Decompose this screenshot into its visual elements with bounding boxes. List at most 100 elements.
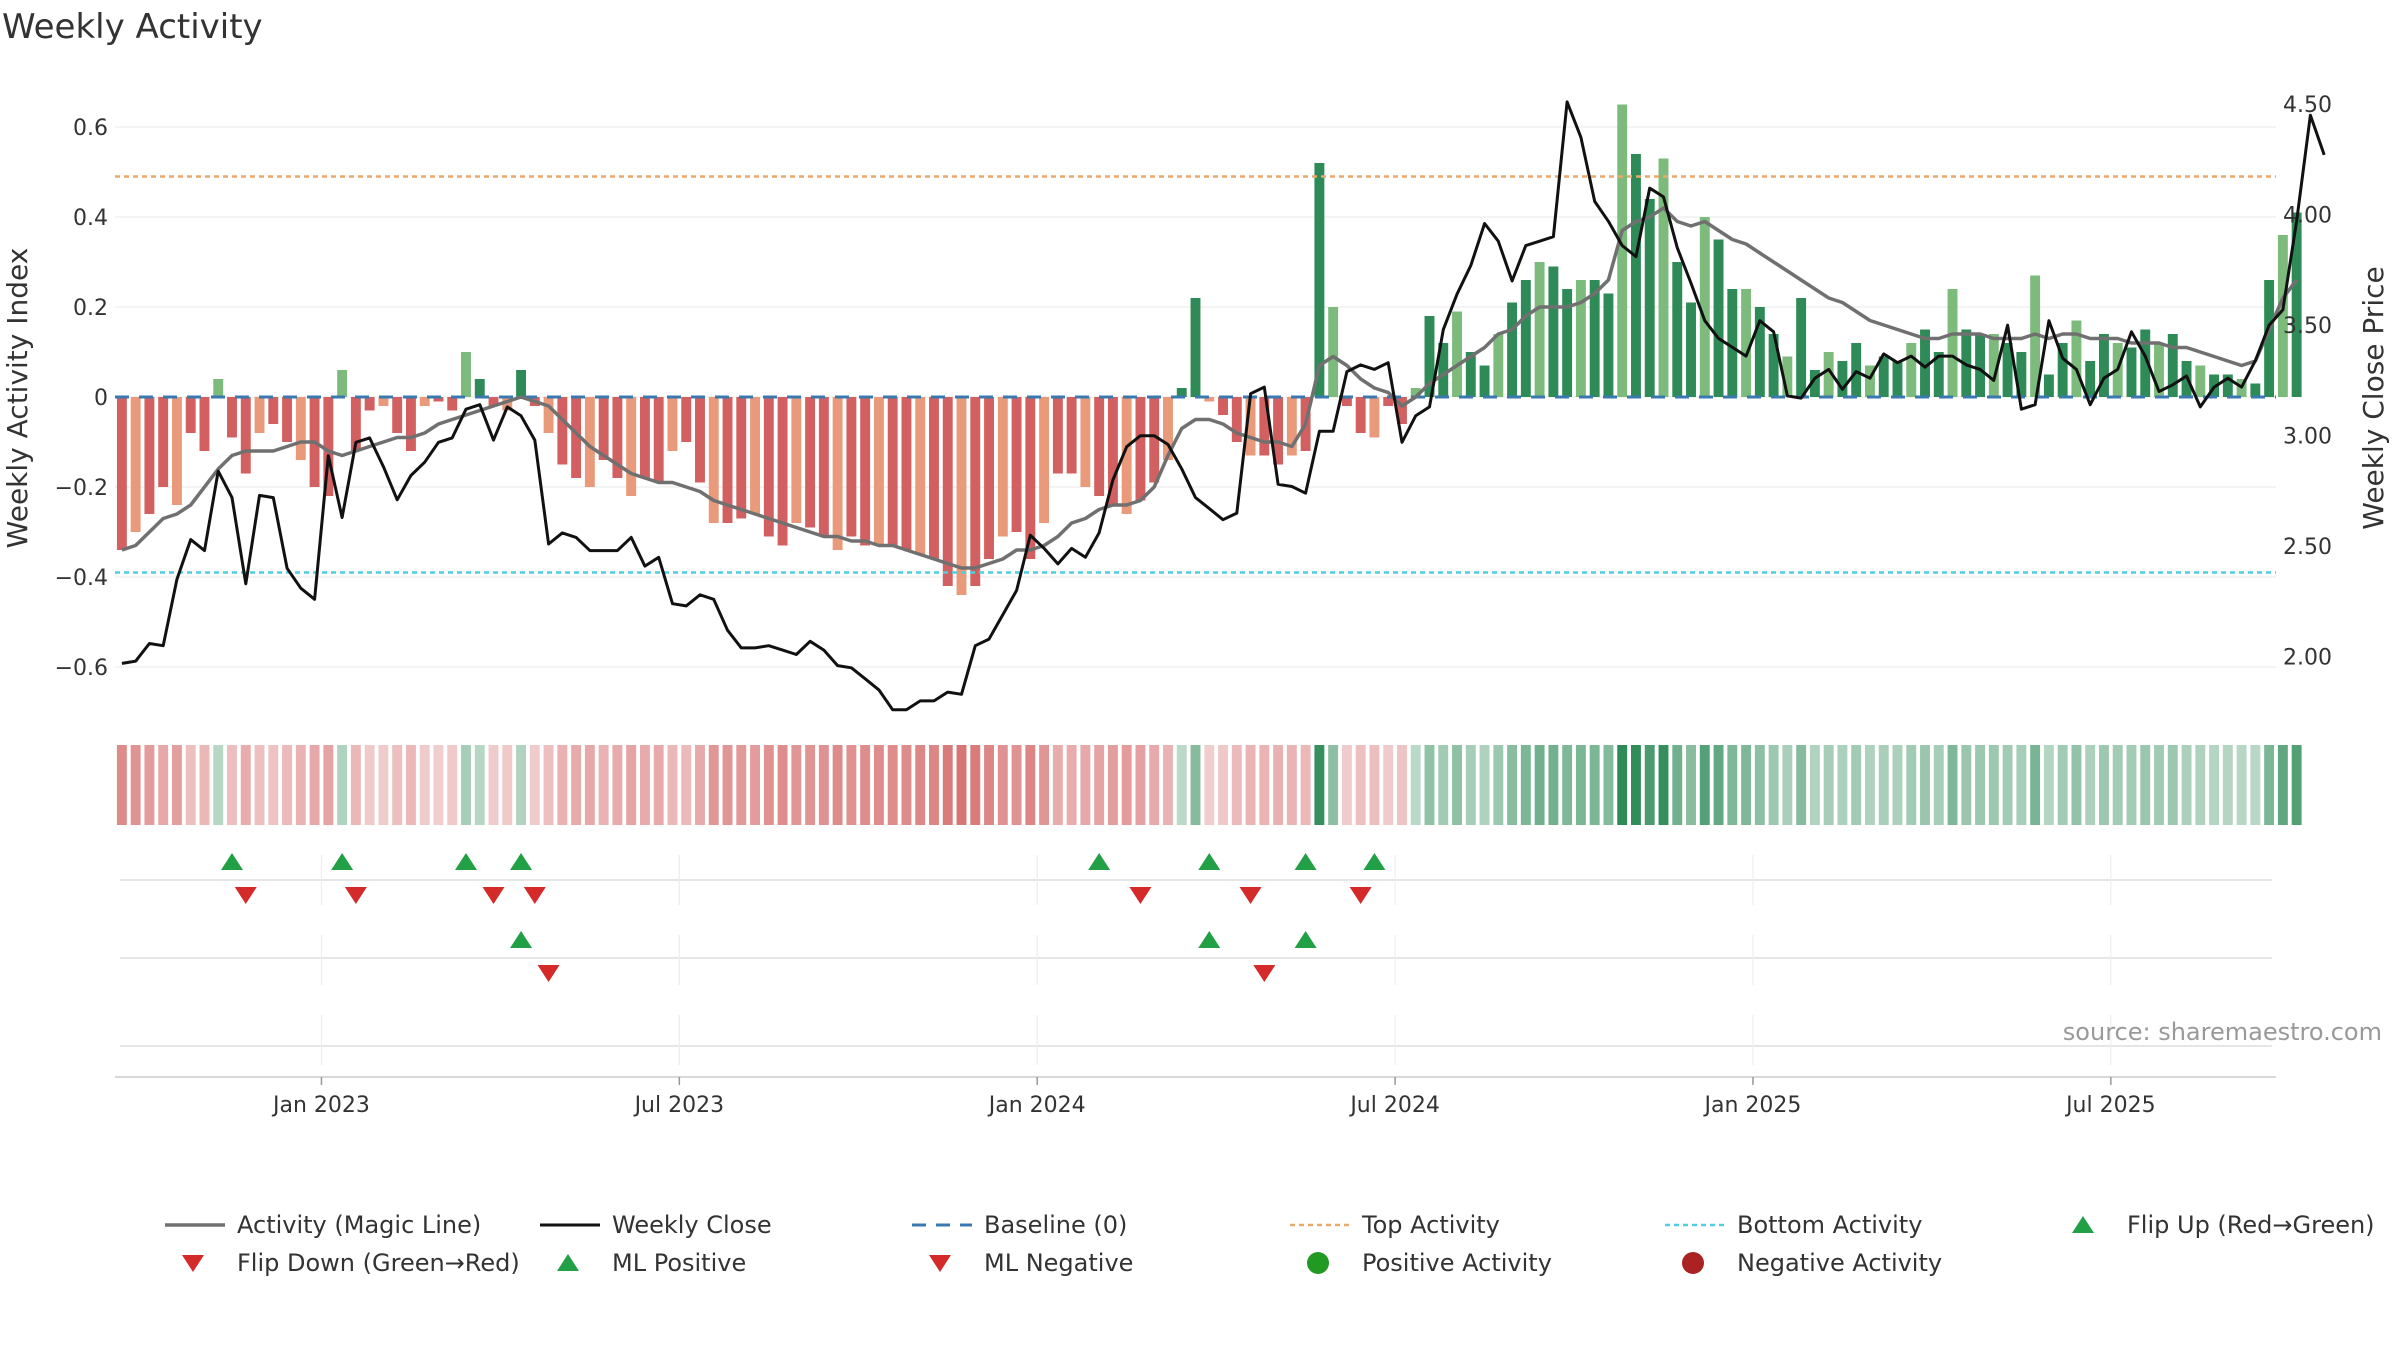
activity-bar-43 <box>708 397 719 523</box>
axes: 0.6 0.4 0.2 0 −0.2 −0.4 −0.6 4.50 4.00 3.50 3.00 2.… <box>55 93 2332 681</box>
heat-cell-22 <box>419 745 430 825</box>
activity-bar-63 <box>984 397 994 559</box>
heat-cell-21 <box>405 745 416 825</box>
heat-cell-125 <box>1837 745 1848 825</box>
heat-cell-103 <box>1534 745 1545 825</box>
activity-bar-99 <box>1479 365 1490 397</box>
heat-cell-82 <box>1245 745 1256 825</box>
activity-bar-85 <box>1286 397 1297 456</box>
activity-bar-88 <box>1328 307 1339 397</box>
activity-bar-77 <box>1176 388 1187 397</box>
heat-cell-32 <box>557 745 568 825</box>
heat-cell-70 <box>1080 745 1091 825</box>
x-axis: Jan 2023 Jul 2023 Jan 2024 Jul 2024 Jan 2025… <box>115 1076 2276 1118</box>
heat-cell-63 <box>984 745 994 825</box>
heat-cell-3 <box>158 745 169 825</box>
heat-cell-131 <box>1920 745 1930 825</box>
activity-bar-54 <box>860 397 871 546</box>
activity-bar-139 <box>2030 275 2041 397</box>
heat-cell-158 <box>2291 745 2302 825</box>
legend-item-baseline: Baseline (0) <box>912 1211 1127 1239</box>
legend: Activity (Magic Line) Weekly Close Baselin… <box>165 1211 2375 1277</box>
flip-down-marker-17 <box>344 887 367 904</box>
activity-bar-79 <box>1204 397 1215 402</box>
heat-cell-53 <box>846 745 857 825</box>
activity-bar-26 <box>474 379 485 397</box>
heat-cell-99 <box>1479 745 1490 825</box>
heat-cell-122 <box>1796 745 1807 825</box>
heat-cell-109 <box>1617 745 1628 825</box>
legend-label-flipdown: Flip Down (Green→Red) <box>237 1249 520 1277</box>
heat-cell-145 <box>2112 745 2123 825</box>
activity-bar-115 <box>1699 217 1710 397</box>
activity-bar-62 <box>970 397 981 586</box>
flip-down-marker-27 <box>482 887 505 904</box>
legend-swatch-mlpos <box>557 1254 579 1271</box>
activity-bar-40 <box>667 397 678 451</box>
activity-bar-104 <box>1548 266 1559 397</box>
y-left-tick-label-4: −0.2 <box>55 476 108 501</box>
activity-bar-113 <box>1672 262 1683 397</box>
activity-bar-149 <box>2167 334 2178 397</box>
activity-bar-94 <box>1410 388 1421 397</box>
activity-bar-146 <box>2126 347 2137 397</box>
activity-bar-81 <box>1231 397 1242 442</box>
activity-bar-17 <box>350 397 361 451</box>
heat-cell-59 <box>929 745 939 825</box>
heat-cell-97 <box>1452 745 1462 825</box>
heat-cell-72 <box>1107 745 1118 825</box>
x-tick-label-1: Jul 2023 <box>633 1093 725 1118</box>
activity-bar-73 <box>1121 397 1132 514</box>
heat-cell-16 <box>337 745 348 825</box>
activity-bar-71 <box>1094 397 1105 496</box>
activity-bar-98 <box>1465 352 1476 397</box>
ml-negative-marker-31 <box>537 965 560 982</box>
activity-bar-147 <box>2140 329 2151 397</box>
activity-bar-31 <box>543 397 554 433</box>
activity-bar-107 <box>1589 280 1600 397</box>
activity-bar-138 <box>2016 352 2027 397</box>
heat-cell-112 <box>1658 745 1669 825</box>
heat-cell-7 <box>213 745 224 825</box>
heat-cell-123 <box>1809 745 1820 825</box>
activity-bar-144 <box>2098 334 2109 397</box>
heat-cell-121 <box>1782 745 1793 825</box>
activity-bar-125 <box>1837 361 1848 397</box>
activity-bar-60 <box>942 397 953 586</box>
legend-swatch-flipup <box>2072 1216 2094 1233</box>
heat-cell-96 <box>1438 745 1449 825</box>
y-left-tick-label-1: 0.4 <box>73 206 108 231</box>
heat-cell-115 <box>1699 745 1710 825</box>
activity-bar-96 <box>1438 343 1449 397</box>
heat-cell-52 <box>832 745 843 825</box>
activity-bar-46 <box>750 397 760 514</box>
activity-bar-91 <box>1369 397 1380 438</box>
x-tick-label-4: Jan 2025 <box>1703 1093 1802 1118</box>
activity-bar-13 <box>295 397 306 460</box>
heat-cell-149 <box>2167 745 2178 825</box>
ml-negative-marker-83 <box>1253 965 1276 982</box>
activity-bar-22 <box>419 397 430 406</box>
activity-bar-109 <box>1617 104 1628 397</box>
activity-bar-1 <box>130 397 141 532</box>
activity-bar-45 <box>736 397 747 519</box>
activity-bar-136 <box>1988 334 1999 397</box>
activity-bar-19 <box>378 397 389 406</box>
heat-cell-146 <box>2126 745 2137 825</box>
heat-cell-153 <box>2222 745 2233 825</box>
legend-label-baseline: Baseline (0) <box>984 1211 1127 1239</box>
legend-label-top: Top Activity <box>1361 1211 1500 1239</box>
heat-cell-62 <box>970 745 981 825</box>
activity-bar-44 <box>722 397 733 523</box>
ml-positive-marker-79 <box>1198 931 1221 948</box>
activity-bar-20 <box>392 397 403 433</box>
activity-bar-67 <box>1039 397 1050 523</box>
activity-bar-56 <box>887 397 898 546</box>
y-right-tick-label-5: 2.00 <box>2283 646 2332 671</box>
activity-bar-75 <box>1149 397 1160 483</box>
activity-bar-42 <box>695 397 705 483</box>
activity-bar-122 <box>1796 298 1807 397</box>
activity-bar-21 <box>405 397 416 451</box>
activity-bar-119 <box>1754 307 1765 397</box>
activity-bar-102 <box>1520 280 1531 397</box>
